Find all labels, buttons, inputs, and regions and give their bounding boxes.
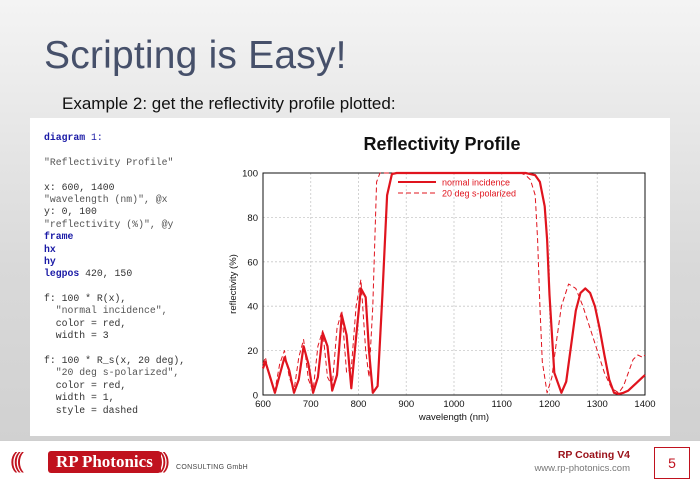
- y-tick-label: 40: [247, 302, 258, 313]
- code-token: diagram: [44, 132, 86, 143]
- code-token: width = 3: [44, 330, 109, 342]
- x-tick-label: 1100: [492, 399, 512, 410]
- y-tick-label: 20: [247, 346, 258, 357]
- x-tick-label: 700: [303, 399, 319, 410]
- y-tick-label: 80: [247, 213, 258, 224]
- code-token: color = red,: [44, 317, 127, 329]
- y-tick-label: 100: [242, 169, 258, 180]
- x-tick-label: 1400: [634, 399, 655, 410]
- company-logo: RP Photonics: [48, 451, 161, 473]
- code-token: style = dashed: [44, 404, 139, 416]
- code-line: color = red,: [44, 380, 185, 392]
- code-token: f: 100 * R(x),: [44, 293, 127, 305]
- code-line: y: 0, 100: [44, 206, 185, 218]
- code-line: legpos 420, 150: [44, 268, 185, 280]
- code-line: hx: [44, 244, 185, 256]
- code-token: x: 600, 1400: [44, 181, 115, 193]
- code-token: 1:: [85, 132, 103, 143]
- code-token: width = 1,: [44, 392, 115, 404]
- logo-left-brackets-icon: (((: [10, 448, 24, 473]
- code-token: "normal incidence",: [44, 305, 168, 317]
- content-panel: diagram 1: "Reflectivity Profile" x: 600, …: [30, 118, 670, 436]
- script-code-block: diagram 1: "Reflectivity Profile" x: 600, …: [44, 132, 185, 417]
- x-tick-label: 600: [255, 399, 271, 410]
- series-line-s-polarized: [262, 172, 646, 394]
- code-token: f: 100 * R_s(x, 20 deg),: [44, 355, 186, 367]
- consulting-label: CONSULTING GmbH: [176, 464, 249, 471]
- footer-bar: ((( RP Photonics ))) CONSULTING GmbH RP …: [0, 440, 700, 486]
- code-token: "wavelength (nm)", @x: [44, 193, 168, 205]
- x-tick-label: 1300: [587, 399, 608, 410]
- code-token: 420, 150: [79, 268, 133, 280]
- product-name: RP Coating V4: [557, 449, 630, 461]
- code-line: f: 100 * R(x),: [44, 293, 185, 305]
- code-token: y: 0, 100: [44, 206, 97, 218]
- chart-title: Reflectivity Profile: [363, 134, 520, 154]
- code-line: "reflectivity (%)", @y: [44, 219, 185, 231]
- website-url: www.rp-photonics.com: [534, 463, 630, 474]
- code-line: "wavelength (nm)", @x: [44, 194, 185, 206]
- slide-title: Scripting is Easy!: [44, 34, 347, 77]
- code-line: diagram 1:: [44, 132, 185, 144]
- code-token: "20 deg s-polarized",: [44, 367, 180, 379]
- code-line: hy: [44, 256, 185, 268]
- code-line: color = red,: [44, 318, 185, 330]
- code-line: "Reflectivity Profile": [44, 157, 185, 169]
- slide-subtitle: Example 2: get the reflectivity profile …: [62, 94, 396, 113]
- code-token: hy: [44, 255, 56, 267]
- code-line: x: 600, 1400: [44, 182, 185, 194]
- x-tick-label: 900: [398, 399, 414, 410]
- code-line: style = dashed: [44, 405, 185, 417]
- code-line: width = 1,: [44, 392, 185, 404]
- code-token: hx: [44, 243, 56, 255]
- x-axis-label: wavelength (nm): [418, 412, 489, 423]
- x-tick-label: 800: [351, 399, 367, 410]
- logo-right-brackets-icon: ))): [156, 448, 170, 473]
- legend-entry: 20 deg s-polarized: [442, 189, 516, 199]
- x-tick-label: 1200: [539, 399, 560, 410]
- y-tick-label: 60: [247, 257, 258, 268]
- code-line: width = 3: [44, 330, 185, 342]
- code-token: legpos: [44, 268, 80, 280]
- code-line: frame: [44, 231, 185, 243]
- page-number: 5: [654, 447, 690, 479]
- code-token: "Reflectivity Profile": [44, 156, 174, 168]
- y-axis-label: reflectivity (%): [228, 254, 239, 314]
- code-token: color = red,: [44, 379, 127, 391]
- code-line: "normal incidence",: [44, 305, 185, 317]
- x-tick-label: 1000: [443, 399, 464, 410]
- legend-entry: normal incidence: [442, 178, 510, 188]
- code-token: "reflectivity (%)", @y: [44, 218, 174, 230]
- code-token: frame: [44, 231, 74, 243]
- code-line: f: 100 * R_s(x, 20 deg),: [44, 355, 185, 367]
- code-line: "20 deg s-polarized",: [44, 367, 185, 379]
- y-tick-label: 0: [253, 391, 258, 402]
